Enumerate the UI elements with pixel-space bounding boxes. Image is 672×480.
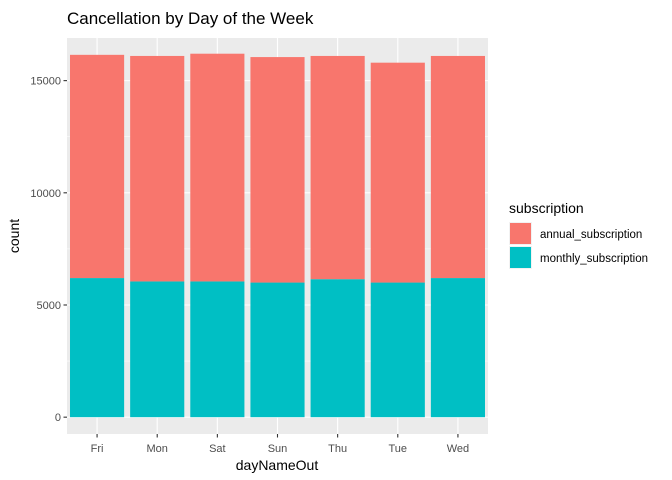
bar-fri-monthly-subscription xyxy=(70,278,125,418)
bar-mon-monthly-subscription xyxy=(130,281,185,418)
x-tick-label-thu: Thu xyxy=(328,443,347,455)
bar-tue-annual-subscription xyxy=(370,62,425,283)
x-tick-label-tue: Tue xyxy=(389,443,408,455)
y-axis-title: count xyxy=(6,219,22,253)
bar-thu-monthly-subscription xyxy=(310,279,365,418)
bar-mon-annual-subscription xyxy=(130,55,185,282)
y-tick-label: 5000 xyxy=(37,300,61,312)
x-tick-label-sun: Sun xyxy=(268,443,288,455)
bars xyxy=(70,53,485,418)
bar-wed-annual-subscription xyxy=(430,55,485,279)
x-axis-title: dayNameOut xyxy=(236,457,319,473)
legend-swatch-monthly-subscription xyxy=(510,247,531,268)
legend-label-monthly-subscription: monthly_subscription xyxy=(540,253,648,265)
legend: subscription annual_subscription monthly_… xyxy=(509,200,648,269)
bar-sun-annual-subscription xyxy=(250,57,305,283)
x-tick-label-fri: Fri xyxy=(91,443,104,455)
chart-title: Cancellation by Day of the Week xyxy=(67,9,314,28)
x-tick-label-wed: Wed xyxy=(447,443,469,455)
bar-wed-monthly-subscription xyxy=(430,278,485,418)
bar-thu-annual-subscription xyxy=(310,55,365,280)
bar-sun-monthly-subscription xyxy=(250,282,305,418)
x-tick-label-sat: Sat xyxy=(209,443,226,455)
bar-tue-monthly-subscription xyxy=(370,282,425,418)
bar-fri-annual-subscription xyxy=(70,54,125,279)
y-tick-label: 0 xyxy=(55,412,61,424)
x-tick-label-mon: Mon xyxy=(147,443,168,455)
bar-sat-monthly-subscription xyxy=(190,281,245,418)
y-tick-label: 15000 xyxy=(30,76,61,88)
legend-label-annual-subscription: annual_subscription xyxy=(540,229,642,241)
bar-sat-annual-subscription xyxy=(190,53,245,282)
legend-swatch-annual-subscription xyxy=(510,223,531,244)
y-axis: 0 5000 10000 15000 xyxy=(30,76,67,424)
legend-title: subscription xyxy=(509,200,584,216)
y-tick-label: 10000 xyxy=(30,188,61,200)
x-axis: Fri Mon Sat Sun Thu Tue Wed xyxy=(91,434,469,455)
